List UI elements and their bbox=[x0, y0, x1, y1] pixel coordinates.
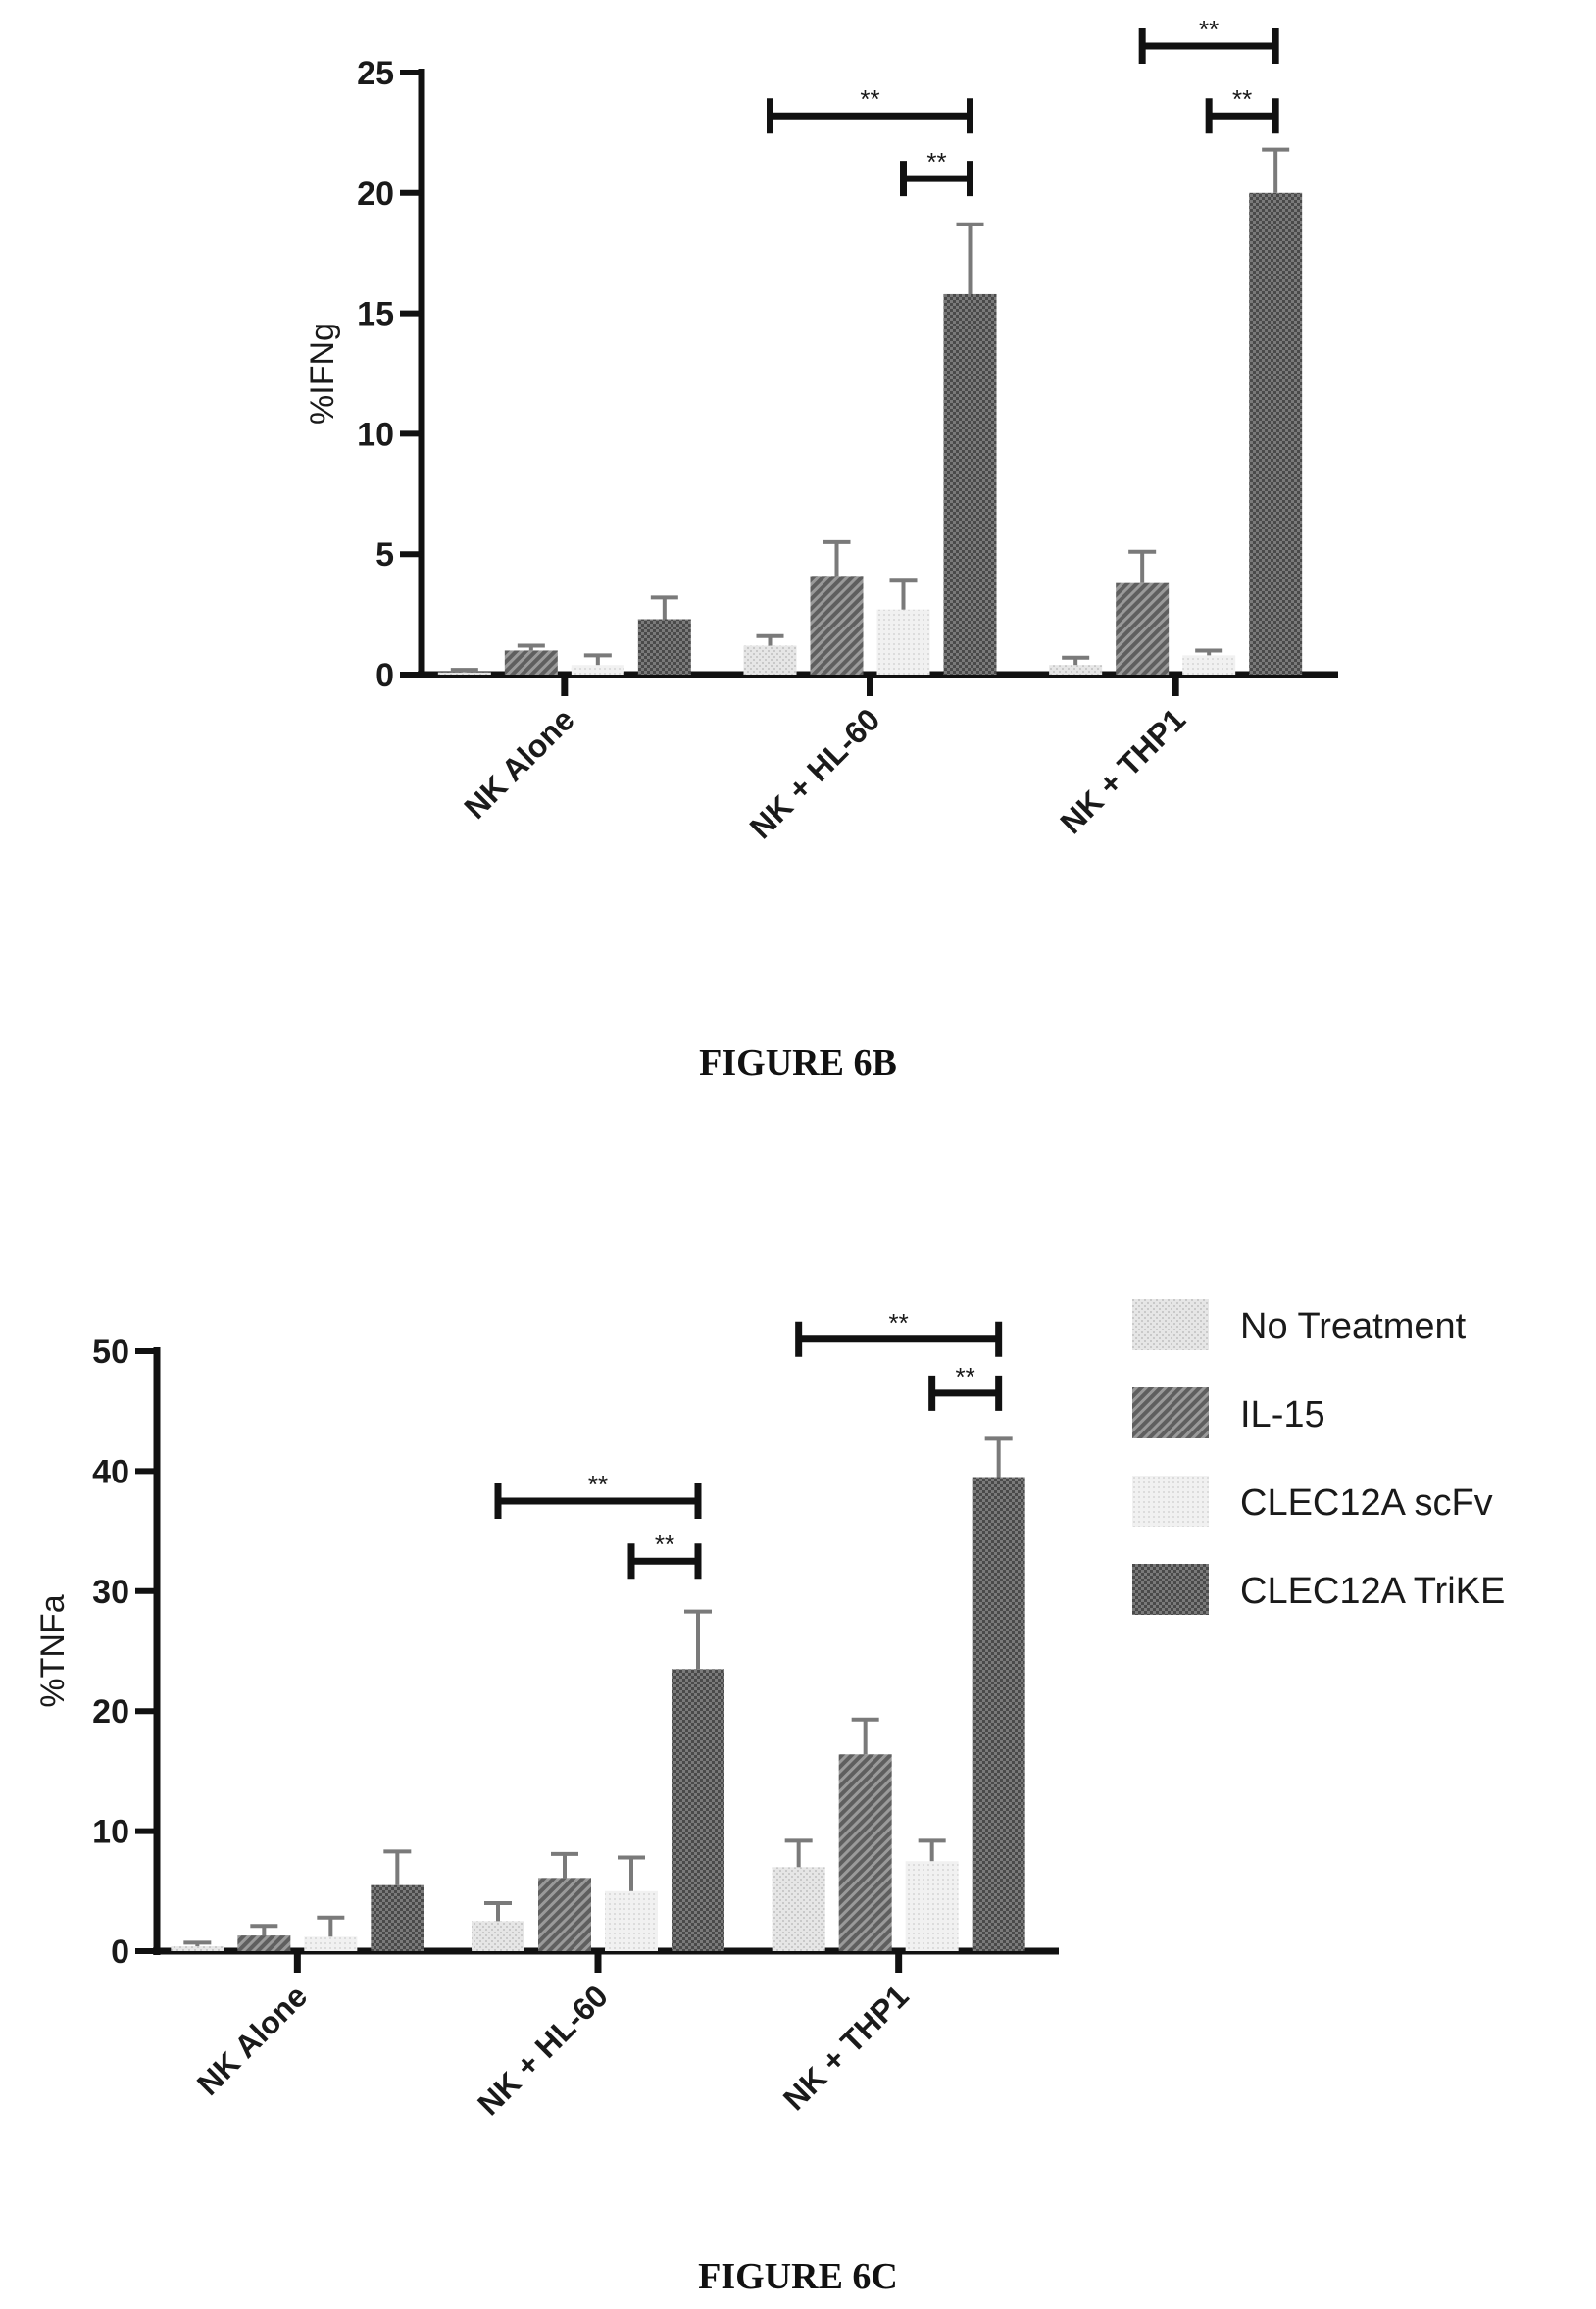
bar bbox=[571, 665, 624, 675]
bar bbox=[605, 1890, 658, 1951]
y-tick-label: 10 bbox=[92, 1814, 129, 1851]
bar bbox=[637, 619, 691, 675]
bar bbox=[838, 1754, 892, 1951]
y-axis-title: %IFNg bbox=[304, 323, 341, 425]
bar bbox=[810, 576, 864, 675]
bar bbox=[371, 1884, 424, 1951]
bar bbox=[905, 1861, 959, 1951]
legend-swatch bbox=[1132, 1299, 1209, 1350]
bar bbox=[876, 609, 930, 675]
bar bbox=[672, 1669, 724, 1951]
bar bbox=[237, 1935, 291, 1951]
y-tick-label: 25 bbox=[357, 55, 394, 92]
bar bbox=[437, 672, 491, 675]
bar bbox=[171, 1946, 224, 1951]
bar bbox=[1182, 655, 1236, 675]
y-tick-label: 20 bbox=[357, 176, 394, 213]
legend-swatch bbox=[1132, 1387, 1209, 1438]
y-tick-label: 30 bbox=[92, 1574, 129, 1611]
x-tick-label: NK + THP1 bbox=[1053, 701, 1192, 840]
chart-6c: 0 10 20 30 40 50 %TNFa NK Alone NK + HL-60 NK + T… bbox=[34, 1299, 1505, 2122]
bar bbox=[1049, 665, 1103, 675]
x-tick-label: NK + HL-60 bbox=[471, 1978, 615, 2122]
chart-6b: 0 5 10 15 20 25 %IFNg NK Alone NK + HL-60 NK + TH… bbox=[304, 15, 1338, 845]
y-tick-label: 0 bbox=[375, 657, 394, 694]
bar bbox=[972, 1477, 1025, 1951]
y-tick-label: 50 bbox=[92, 1333, 129, 1371]
significance-label: ** bbox=[889, 1308, 909, 1337]
legend-label: CLEC12A TriKE bbox=[1240, 1571, 1505, 1612]
legend-label: IL-15 bbox=[1240, 1394, 1325, 1435]
legend-label: No Treatment bbox=[1240, 1306, 1467, 1347]
y-tick-label: 10 bbox=[357, 416, 394, 453]
x-tick-label: NK Alone bbox=[457, 701, 580, 825]
bar bbox=[943, 293, 997, 675]
bar bbox=[472, 1921, 524, 1951]
significance-label: ** bbox=[1199, 15, 1219, 44]
bar bbox=[1116, 582, 1170, 675]
y-tick-label: 40 bbox=[92, 1453, 129, 1490]
bar bbox=[743, 645, 797, 675]
y-axis-title: %TNFa bbox=[34, 1594, 72, 1707]
bar bbox=[504, 650, 558, 675]
bar bbox=[1249, 192, 1303, 676]
significance-label: ** bbox=[926, 147, 946, 176]
significance-label: ** bbox=[1232, 84, 1252, 114]
y-tick-label: 20 bbox=[92, 1693, 129, 1731]
x-tick-label: NK Alone bbox=[190, 1978, 314, 2101]
significance-label: ** bbox=[956, 1362, 975, 1391]
significance-label: ** bbox=[860, 84, 879, 114]
x-tick-label: NK + THP1 bbox=[776, 1978, 916, 2117]
bar bbox=[772, 1867, 825, 1951]
y-tick-label: 5 bbox=[375, 536, 394, 574]
bar bbox=[304, 1936, 358, 1951]
bar bbox=[538, 1878, 591, 1951]
legend: No Treatment IL-15 CLEC12A scFv CLEC12A Tri… bbox=[1132, 1299, 1505, 1615]
x-tick-label: NK + HL-60 bbox=[743, 701, 887, 845]
legend-label: CLEC12A scFv bbox=[1240, 1482, 1493, 1524]
significance-label: ** bbox=[655, 1530, 674, 1559]
y-tick-label: 0 bbox=[111, 1933, 129, 1971]
figure-6b-caption: FIGURE 6B bbox=[699, 1042, 897, 1083]
legend-swatch bbox=[1132, 1476, 1209, 1527]
significance-label: ** bbox=[588, 1470, 608, 1499]
legend-swatch bbox=[1132, 1564, 1209, 1615]
y-tick-label: 15 bbox=[357, 296, 394, 333]
figure-6c-caption: FIGURE 6C bbox=[698, 2256, 898, 2297]
